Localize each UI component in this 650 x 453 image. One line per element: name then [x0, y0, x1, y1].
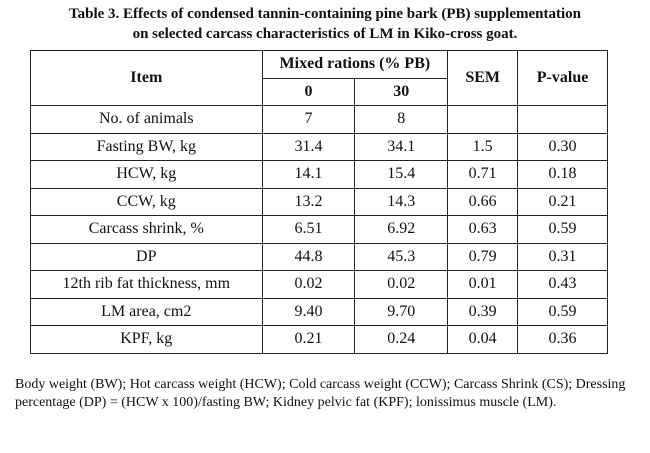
value-pvalue: 0.59 [517, 215, 608, 244]
value-pb-0: 0.21 [261, 325, 356, 354]
row-label: CCW, kg [30, 187, 263, 216]
table-row: No. of animals 7 8 [30, 105, 608, 134]
value-sem: 0.66 [447, 187, 519, 216]
table-row: LM area, cm2 9.40 9.70 0.39 0.59 [30, 297, 608, 326]
value-pb-0: 44.8 [261, 242, 356, 271]
value-pb-0: 0.02 [261, 270, 356, 299]
value-pb-0: 31.4 [261, 132, 356, 161]
value-pvalue [517, 105, 608, 134]
table-row: DP 44.8 45.3 0.79 0.31 [30, 242, 608, 271]
value-pb-30: 0.24 [354, 325, 449, 354]
value-pb-30: 6.92 [354, 215, 449, 244]
value-pvalue: 0.36 [517, 325, 608, 354]
table-row: HCW, kg 14.1 15.4 0.71 0.18 [30, 160, 608, 189]
caption-line-1: Table 3. Effects of condensed tannin-con… [68, 6, 581, 22]
table-caption: Table 3. Effects of condensed tannin-con… [0, 4, 650, 44]
value-pb-0: 9.40 [261, 297, 356, 326]
header-pvalue: P-value [517, 50, 608, 106]
value-pb-30: 14.3 [354, 187, 449, 216]
header-mixed-rations: Mixed rations (% PB) [261, 50, 449, 79]
value-sem [447, 105, 519, 134]
table-row: Carcass shrink, % 6.51 6.92 0.63 0.59 [30, 215, 608, 244]
value-pvalue: 0.18 [517, 160, 608, 189]
value-pb-30: 34.1 [354, 132, 449, 161]
table-row: Fasting BW, kg 31.4 34.1 1.5 0.30 [30, 132, 608, 161]
table-row: KPF, kg 0.21 0.24 0.04 0.36 [30, 325, 608, 354]
table-footnote: Body weight (BW); Hot carcass weight (HC… [15, 377, 626, 410]
carcass-table: Item Mixed rations (% PB) SEM P-value 0 … [30, 50, 608, 354]
header-pb-0: 0 [261, 77, 356, 106]
value-sem: 0.04 [447, 325, 519, 354]
table-row: 12th rib fat thickness, mm 0.02 0.02 0.0… [30, 270, 608, 299]
value-pb-0: 6.51 [261, 215, 356, 244]
value-pvalue: 0.21 [517, 187, 608, 216]
row-label: Fasting BW, kg [30, 132, 263, 161]
value-pb-30: 9.70 [354, 297, 449, 326]
value-pb-30: 8 [354, 105, 449, 134]
table-row: CCW, kg 13.2 14.3 0.66 0.21 [30, 187, 608, 216]
row-label: LM area, cm2 [30, 297, 263, 326]
value-sem: 0.39 [447, 297, 519, 326]
value-sem: 0.63 [447, 215, 519, 244]
value-pvalue: 0.31 [517, 242, 608, 271]
row-label: 12th rib fat thickness, mm [30, 270, 263, 299]
value-pb-30: 0.02 [354, 270, 449, 299]
value-pb-0: 14.1 [261, 160, 356, 189]
value-sem: 0.71 [447, 160, 519, 189]
header-item: Item [30, 50, 263, 106]
row-label: HCW, kg [30, 160, 263, 189]
value-pb-30: 45.3 [354, 242, 449, 271]
value-pvalue: 0.30 [517, 132, 608, 161]
value-pvalue: 0.43 [517, 270, 608, 299]
value-sem: 1.5 [447, 132, 519, 161]
header-pb-30: 30 [354, 77, 449, 106]
row-label: No. of animals [30, 105, 263, 134]
caption-line-2: on selected carcass characteristics of L… [132, 26, 518, 42]
row-label: KPF, kg [30, 325, 263, 354]
row-label: DP [30, 242, 263, 271]
value-pb-30: 15.4 [354, 160, 449, 189]
row-label: Carcass shrink, % [30, 215, 263, 244]
header-sem: SEM [447, 50, 519, 106]
value-sem: 0.01 [447, 270, 519, 299]
value-sem: 0.79 [447, 242, 519, 271]
value-pb-0: 7 [261, 105, 356, 134]
value-pvalue: 0.59 [517, 297, 608, 326]
value-pb-0: 13.2 [261, 187, 356, 216]
